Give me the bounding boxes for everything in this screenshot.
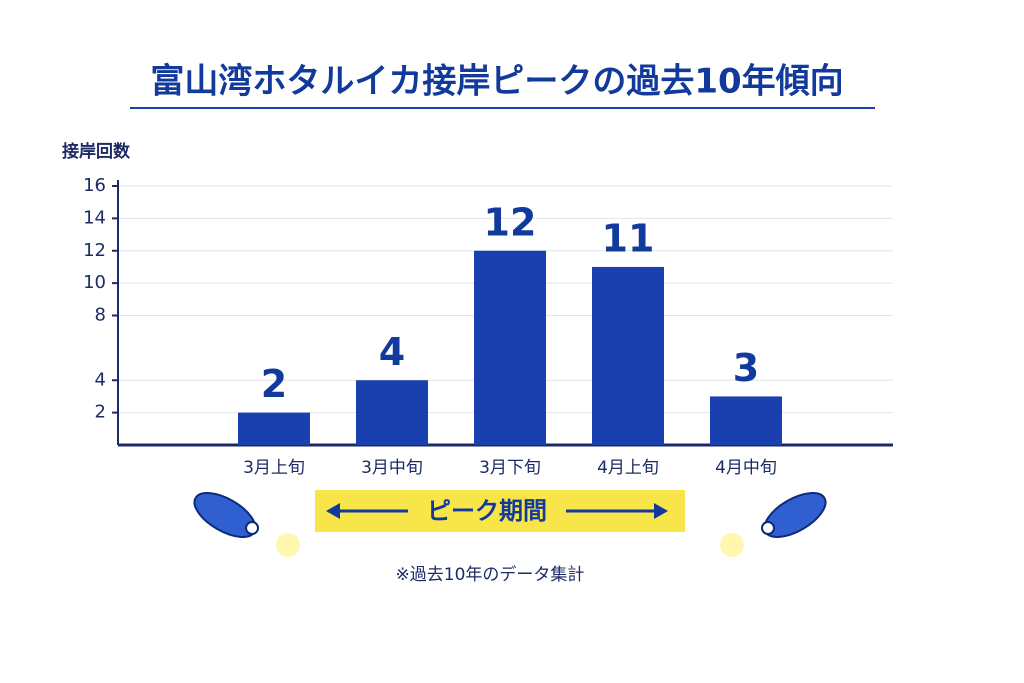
data-label: 12 — [484, 200, 537, 244]
data-label: 4 — [379, 330, 405, 374]
y-tick-label: 14 — [83, 207, 106, 228]
data-label: 11 — [602, 216, 655, 260]
note: ※過去10年のデータ集計 — [396, 564, 585, 585]
peak-label: ピーク期間 — [427, 497, 547, 525]
data-label: 3 — [733, 346, 759, 390]
x-tick-label: 3月中旬 — [361, 458, 423, 478]
x-tick-label: 4月中旬 — [715, 458, 777, 478]
bar — [238, 412, 310, 445]
y-tick-label: 12 — [83, 240, 106, 261]
arrow-head — [326, 503, 340, 519]
y-tick-label: 10 — [83, 272, 106, 293]
x-tick-label: 3月下旬 — [479, 458, 541, 478]
y-tick-label: 16 — [83, 175, 106, 196]
squid-icon — [720, 492, 827, 557]
bar — [592, 266, 664, 445]
bar — [356, 380, 428, 445]
bar — [474, 250, 546, 445]
data-label: 2 — [261, 362, 287, 406]
chart-title: 富山湾ホタルイカ接岸ピークの過去10年傾向 — [150, 62, 843, 102]
y-axis-label: 接岸回数 — [62, 141, 131, 162]
y-tick-label: 2 — [95, 402, 106, 423]
bar — [710, 396, 782, 445]
y-tick-label: 4 — [95, 369, 106, 390]
y-tick-label: 8 — [95, 305, 106, 326]
arrow-head — [654, 503, 668, 519]
squid-icon — [193, 492, 300, 557]
x-tick-label: 4月上旬 — [597, 458, 659, 478]
x-tick-label: 3月上旬 — [243, 458, 305, 478]
